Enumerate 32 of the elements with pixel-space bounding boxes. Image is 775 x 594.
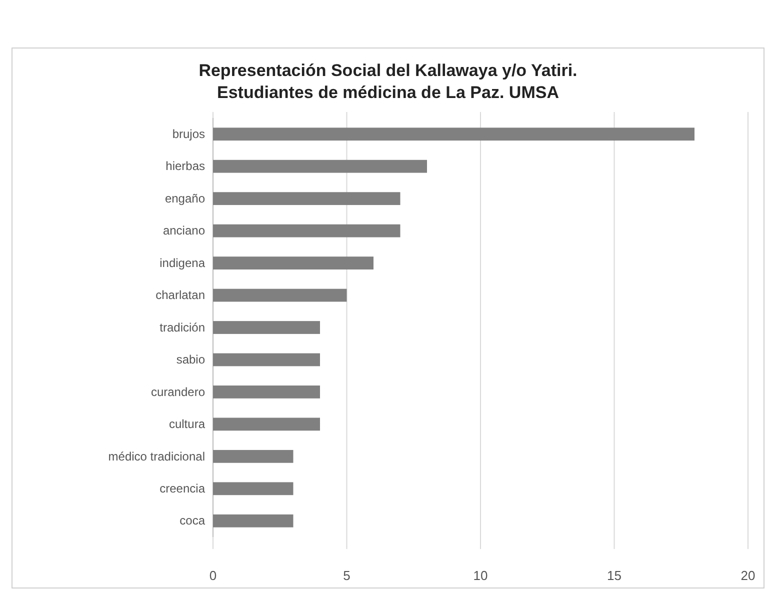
- y-tick-label: cultura: [168, 417, 206, 432]
- bar: [213, 418, 320, 431]
- y-tick-label: coca: [180, 514, 206, 528]
- y-tick-label: médico tradicional: [108, 449, 205, 464]
- x-tick-label: 20: [740, 568, 756, 584]
- y-tick-label: indigena: [160, 256, 206, 270]
- bar: [213, 288, 347, 302]
- y-tick-label: sabio: [176, 352, 206, 367]
- y-tick-label: hierbas: [166, 159, 205, 174]
- x-tick-label: 10: [473, 568, 488, 584]
- chart-title: Representación Social del Kallawaya y/o Yatiri. Estudiantes de médicina de La Paz. UMSA: [198, 61, 578, 102]
- bar: [213, 482, 294, 496]
- bar: [213, 224, 400, 238]
- bar: [213, 192, 400, 206]
- y-tick-label: engaño: [164, 191, 206, 206]
- x-tick-label: 5: [343, 568, 350, 584]
- bar: [213, 450, 294, 463]
- y-tick-label: anciano: [162, 224, 206, 238]
- bar: [213, 160, 427, 173]
- x-tick-label: 0: [209, 568, 217, 584]
- bar: [213, 321, 320, 334]
- bar: [213, 386, 320, 398]
- y-tick-label: creencia: [160, 481, 206, 496]
- bar: [213, 353, 320, 366]
- bar: [213, 514, 294, 528]
- bar: [213, 128, 694, 141]
- y-tick-label: tradición: [160, 320, 205, 334]
- y-tick-label: curandero: [150, 384, 206, 399]
- y-tick-label: charlatan: [156, 288, 205, 302]
- bar: [213, 256, 374, 270]
- x-tick-label: 15: [607, 568, 622, 584]
- y-tick-label: brujos: [172, 126, 205, 141]
